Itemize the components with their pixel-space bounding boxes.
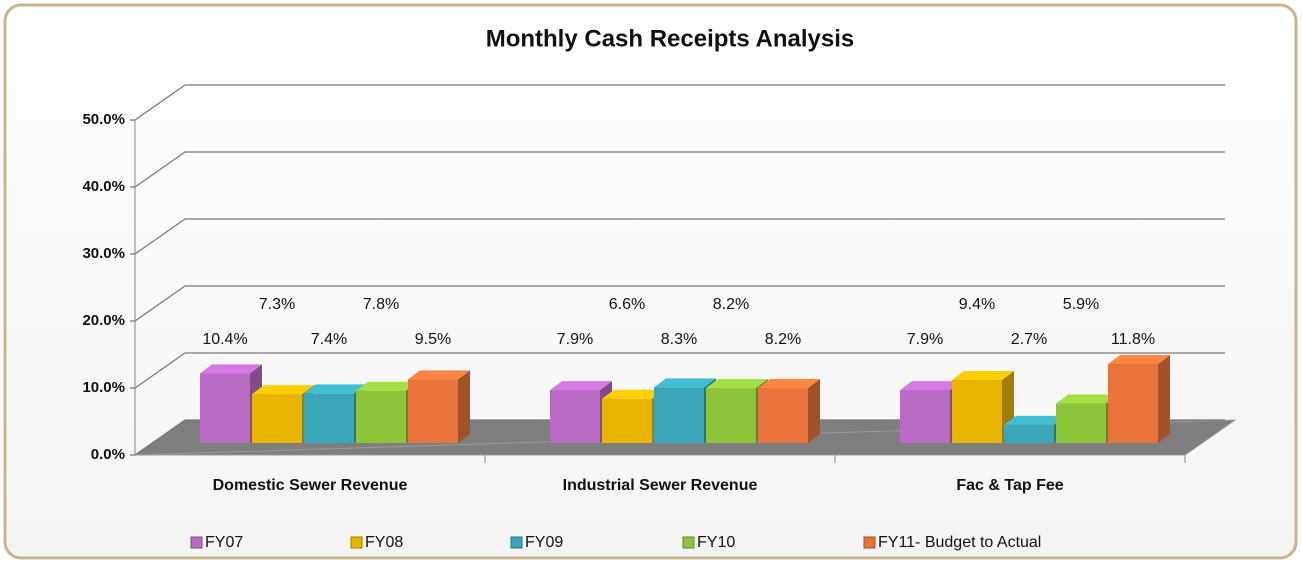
bar-top bbox=[550, 381, 612, 391]
value-label: 7.9% bbox=[557, 331, 593, 348]
bar-top bbox=[304, 384, 366, 394]
legend-swatch bbox=[350, 536, 363, 549]
bar-front bbox=[900, 390, 950, 443]
bar-top bbox=[1004, 415, 1066, 425]
grid-line bbox=[130, 352, 1225, 389]
y-tick-label: 30.0% bbox=[82, 245, 125, 262]
bar bbox=[408, 370, 470, 443]
bar-top bbox=[356, 381, 418, 391]
grid-line bbox=[130, 151, 1225, 188]
bar-top bbox=[408, 370, 470, 380]
bar bbox=[1108, 354, 1170, 443]
bar-top bbox=[654, 378, 716, 388]
legend-label: FY09 bbox=[525, 534, 563, 551]
grid-line bbox=[130, 218, 1225, 255]
y-tick-label: 40.0% bbox=[82, 178, 125, 195]
bar-top bbox=[252, 385, 314, 395]
bar-side bbox=[1158, 354, 1170, 443]
legend-swatch bbox=[510, 536, 523, 549]
bar-front bbox=[602, 398, 652, 443]
value-label: 8.2% bbox=[765, 331, 801, 348]
value-label: 5.9% bbox=[1063, 296, 1099, 313]
value-label: 7.3% bbox=[259, 296, 295, 313]
bar-side bbox=[458, 370, 470, 443]
legend-label: FY11- Budget to Actual bbox=[878, 534, 1041, 551]
legend-swatch bbox=[682, 536, 695, 549]
legend-swatch bbox=[863, 536, 876, 549]
bar-front bbox=[1108, 363, 1158, 443]
y-tick-label: 0.0% bbox=[91, 446, 125, 463]
x-tick-label: Industrial Sewer Revenue bbox=[563, 477, 758, 494]
chart-title: Monthly Cash Receipts Analysis bbox=[486, 25, 855, 52]
bar-front bbox=[304, 393, 354, 443]
value-label: 6.6% bbox=[609, 296, 645, 313]
chart-frame bbox=[3, 3, 1298, 560]
bar bbox=[1004, 415, 1066, 443]
bar-front bbox=[952, 380, 1002, 443]
legend-label: FY07 bbox=[205, 534, 243, 551]
value-label: 7.4% bbox=[311, 331, 347, 348]
y-tick-label: 20.0% bbox=[82, 312, 125, 329]
x-tick-label: Domestic Sewer Revenue bbox=[213, 477, 408, 494]
bar-front bbox=[550, 390, 600, 443]
bar-front bbox=[252, 394, 302, 443]
bar-top bbox=[706, 379, 768, 389]
bar-front bbox=[758, 388, 808, 443]
value-label: 7.9% bbox=[907, 331, 943, 348]
bar-top bbox=[758, 379, 820, 389]
legend-label: FY08 bbox=[365, 534, 403, 551]
bar-side bbox=[808, 379, 820, 443]
value-label: 9.4% bbox=[959, 296, 995, 313]
bar bbox=[200, 364, 262, 443]
value-label: 8.2% bbox=[713, 296, 749, 313]
value-label: 7.8% bbox=[363, 296, 399, 313]
grid-line bbox=[130, 84, 1225, 121]
bar-front bbox=[1004, 424, 1054, 443]
bar-top bbox=[900, 381, 962, 391]
y-tick-label: 50.0% bbox=[82, 111, 125, 128]
bar-front bbox=[706, 388, 756, 443]
x-tick-label: Fac & Tap Fee bbox=[956, 477, 1063, 494]
value-label: 9.5% bbox=[415, 331, 451, 348]
bar-front bbox=[1056, 403, 1106, 443]
y-tick-label: 10.0% bbox=[82, 379, 125, 396]
bar-top bbox=[952, 371, 1014, 381]
bar bbox=[758, 379, 820, 443]
bar-front bbox=[654, 387, 704, 443]
bar-top bbox=[602, 389, 664, 399]
value-label: 10.4% bbox=[202, 331, 247, 348]
bar-top bbox=[200, 364, 262, 374]
value-label: 2.7% bbox=[1011, 331, 1047, 348]
bar-front bbox=[408, 379, 458, 443]
legend-swatch bbox=[190, 536, 203, 549]
value-label: 8.3% bbox=[661, 331, 697, 348]
legend-label: FY10 bbox=[697, 534, 735, 551]
bar-top bbox=[1108, 354, 1170, 364]
bar-front bbox=[356, 390, 406, 443]
bar-front bbox=[200, 373, 250, 443]
bar-top bbox=[1056, 394, 1118, 404]
value-label: 11.8% bbox=[1111, 331, 1155, 348]
grid-line bbox=[130, 285, 1225, 322]
